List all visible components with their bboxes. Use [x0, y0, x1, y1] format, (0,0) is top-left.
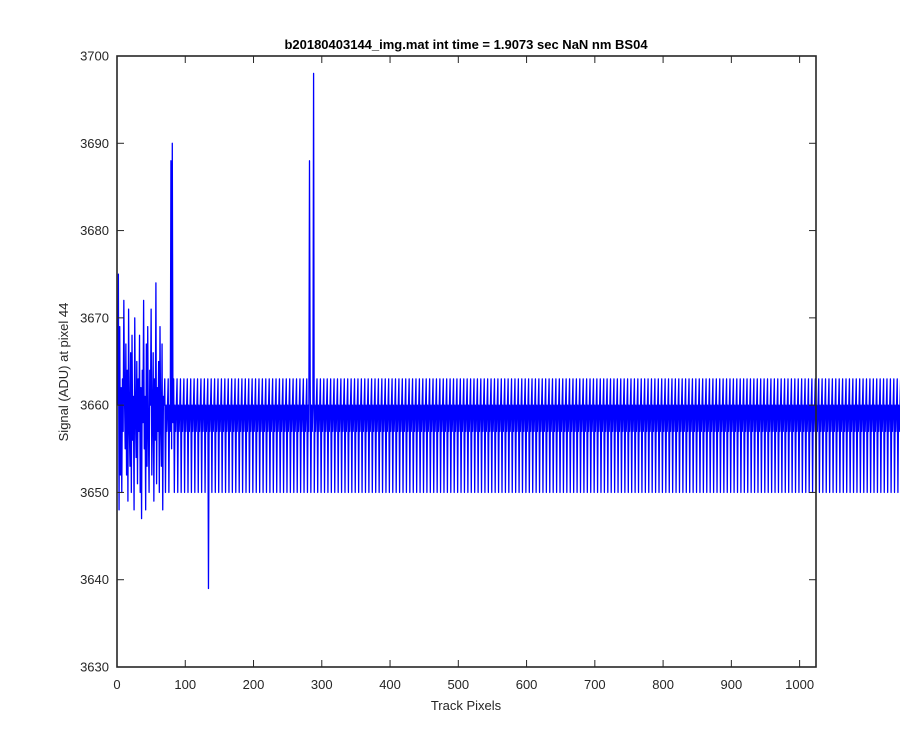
y-tick-label: 3640 — [80, 572, 109, 587]
signal-series-line — [117, 72, 900, 590]
x-tick-label: 900 — [721, 677, 743, 692]
x-tick-label: 600 — [516, 677, 538, 692]
x-axis-ticks: 0 100 200 300 400 500 600 700 800 900 1000 — [113, 56, 814, 692]
x-tick-label: 100 — [174, 677, 196, 692]
y-tick-label: 3680 — [80, 223, 109, 238]
y-tick-label: 3700 — [80, 49, 109, 64]
y-tick-label: 3690 — [80, 136, 109, 151]
y-tick-label: 3660 — [80, 398, 109, 413]
chart-title: b20180403144_img.mat int time = 1.9073 s… — [284, 37, 648, 52]
axes-box — [116, 55, 817, 668]
axes-background — [117, 56, 816, 667]
x-tick-label: 0 — [113, 677, 120, 692]
x-tick-label: 300 — [311, 677, 333, 692]
y-tick-label: 3670 — [80, 310, 109, 325]
plot-area: 0 100 200 300 400 500 600 700 800 900 1000 3630 364… — [80, 49, 900, 692]
y-tick-label: 3650 — [80, 485, 109, 500]
y-axis-ticks: 3630 3640 3650 3660 3670 3680 3690 3700 — [80, 49, 816, 675]
x-axis-label: Track Pixels — [431, 698, 502, 713]
x-tick-label: 400 — [379, 677, 401, 692]
x-tick-label: 200 — [243, 677, 265, 692]
y-axis-label: Signal (ADU) at pixel 44 — [56, 303, 71, 442]
y-tick-label: 3630 — [80, 660, 109, 675]
data-line-group — [117, 72, 900, 590]
x-tick-label: 1000 — [785, 677, 814, 692]
x-tick-label: 800 — [652, 677, 674, 692]
x-tick-label: 500 — [447, 677, 469, 692]
x-tick-label: 700 — [584, 677, 606, 692]
